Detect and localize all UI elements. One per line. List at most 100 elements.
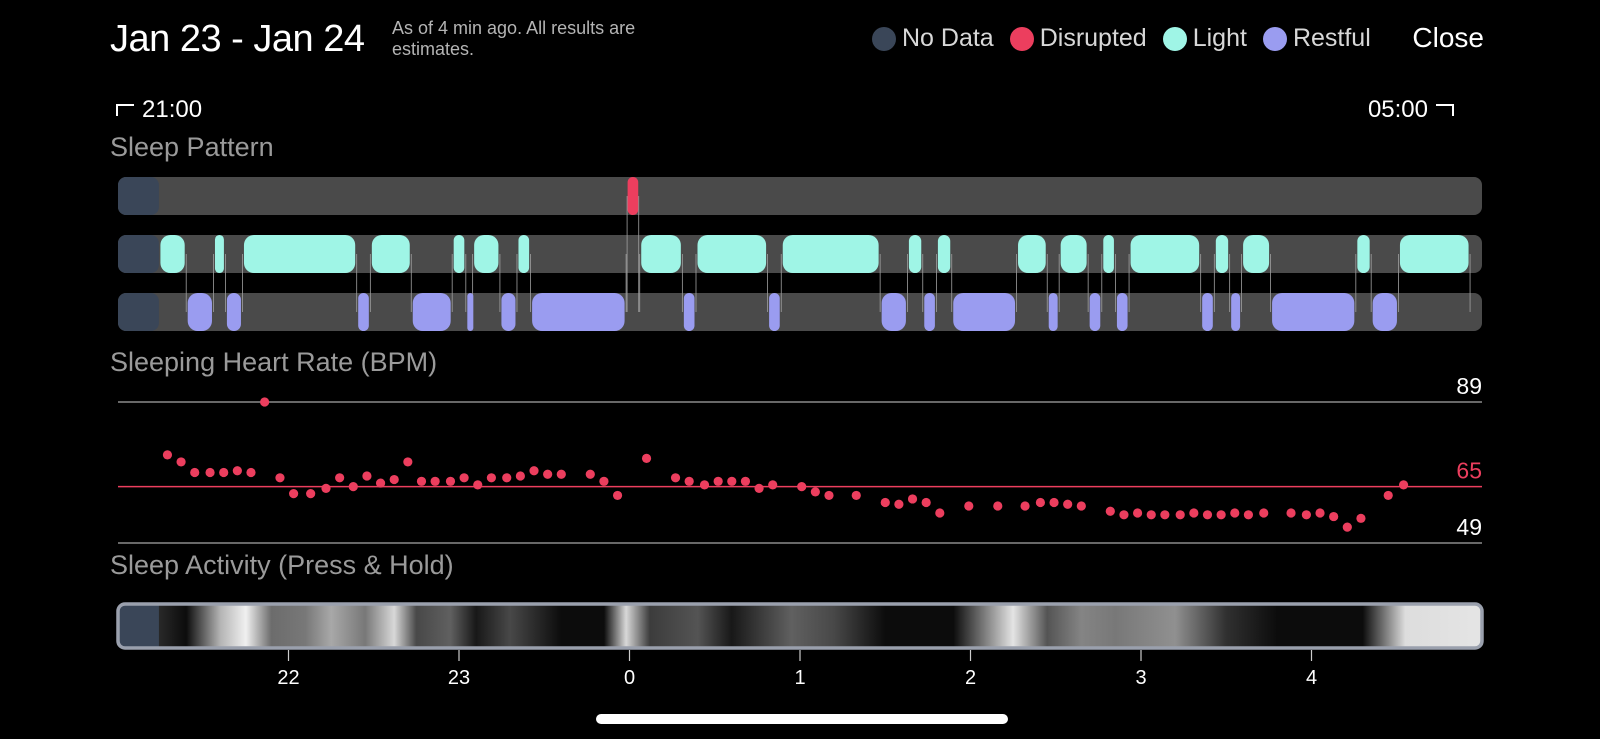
hr-point [205,467,215,478]
light-segment [697,235,767,273]
hr-point [1063,499,1073,509]
light-segment [937,235,951,273]
estimate-note: As of 4 min ago. All results are estimat… [392,18,636,59]
pattern-track-disrupted [118,177,1482,215]
sleep-activity-title: Sleep Activity (Press & Hold) [110,550,454,580]
hr-point [362,471,372,481]
legend-disrupted-label: Disrupted [1039,24,1147,52]
restful-segment [532,293,625,331]
legend-light: Light [1162,24,1247,53]
hr-point [699,480,710,490]
pattern-no-data-segment [118,177,159,215]
hr-point [1119,510,1129,520]
hr-point [556,469,566,479]
activity-no-data-segment [118,604,159,648]
restful-segment [1089,293,1101,331]
hr-point [1383,490,1393,501]
hr-point [1243,510,1254,520]
hr-point [1189,508,1199,518]
restful-segment [1231,293,1241,331]
hr-point [935,508,945,518]
hr-point [246,467,256,478]
hr-point [1329,511,1339,522]
sleep-activity-chart[interactable] [116,602,1484,650]
hr-point [529,466,539,476]
activity-gradient [118,604,1482,648]
legend-restful-swatch [1262,26,1287,51]
legend-no-data: No Data [872,24,994,53]
hr-point [684,476,694,486]
hr-point [232,466,242,476]
home-indicator[interactable] [596,714,1008,724]
hr-point [1356,513,1366,523]
hr-point [797,482,807,492]
hr-point [1076,501,1086,511]
light-segment [371,235,410,273]
restful-segment [1116,293,1128,331]
hr-point [1105,506,1115,516]
restful-segment [1202,293,1213,331]
hr-point [515,471,525,481]
hr-point [1216,510,1226,520]
hr-point [641,453,652,463]
hr-point [894,499,904,509]
legend-no-data-label: No Data [902,24,994,52]
time-axis: 22 23 0 1 2 3 4 [277,650,1317,689]
light-segment [1399,235,1469,273]
light-segment [1357,235,1370,273]
light-segment [1060,235,1087,273]
x-tick-label: 2 [965,667,976,689]
light-segment [908,235,922,273]
hr-point [543,469,553,479]
hr-point [321,483,331,493]
hr-point [1049,497,1059,508]
restful-segment [358,293,369,331]
hr-point [306,489,316,499]
hr-point [1160,510,1170,520]
restful-segment [1048,293,1058,331]
hr-point [486,473,496,483]
sleep-pattern-chart [118,177,1482,331]
date-range-title: Jan 23 - Jan 24 [110,18,365,60]
hr-point [1175,510,1185,520]
legend-disrupted: Disrupted [1009,24,1147,53]
legend-light-label: Light [1192,24,1247,52]
range-end-bracket-icon [1436,104,1454,116]
hr-point [502,473,512,483]
light-segment [518,235,530,273]
hr-point [713,476,723,486]
restful-segment [187,293,212,331]
light-segment [453,235,465,273]
restful-segment [924,293,935,331]
hr-point [585,469,595,479]
heart-rate-title: Sleeping Heart Rate (BPM) [110,347,438,377]
legend-restful-label: Restful [1292,24,1371,52]
hr-point [964,501,974,511]
hr-point [907,494,918,504]
hr-point [1146,510,1156,520]
hr-point [260,397,270,407]
restful-segment [1272,293,1355,331]
hr-max-label: 89 [1456,373,1482,399]
legend-no-data-swatch [872,26,896,51]
close-button[interactable]: Close [1412,22,1484,53]
pattern-no-data-segment [118,293,159,331]
hr-point [1301,510,1311,520]
hr-point [389,474,399,485]
hr-point [993,501,1003,511]
light-segment [1243,235,1270,273]
hr-point [275,473,285,483]
light-segment [214,235,224,273]
hr-point [754,483,764,493]
hr-point [740,476,751,486]
hr-point [459,473,469,483]
hr-point [1286,508,1296,518]
hr-point [1035,497,1046,508]
sleep-pattern-title: Sleep Pattern [110,132,274,162]
hr-point [473,480,483,490]
heart-rate-chart: 89 65 49 [118,373,1482,544]
range-start: 21:00 [116,96,202,124]
legend: No Data Disrupted Light Restful [872,24,1371,53]
x-tick-label: 0 [624,667,635,689]
